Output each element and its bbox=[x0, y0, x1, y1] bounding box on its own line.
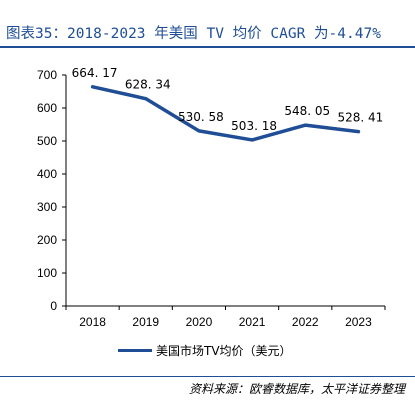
y-axis-labels: 0 100 200 300 400 500 600 700 bbox=[37, 68, 57, 313]
legend: 美国市场TV均价（美元） bbox=[118, 342, 292, 359]
y-tick-label: 200 bbox=[37, 233, 57, 247]
title-bar: 图表35：2018-2023 年美国 TV 均价 CAGR 为-4.47% bbox=[0, 0, 415, 46]
axes bbox=[62, 74, 386, 310]
y-tick-label: 300 bbox=[37, 200, 57, 214]
legend-line-swatch bbox=[118, 349, 152, 352]
y-tick-label: 0 bbox=[50, 299, 57, 313]
x-tick-label: 2021 bbox=[239, 315, 266, 329]
legend-label: 美国市场TV均价（美元） bbox=[156, 344, 292, 358]
chart-title: 图表35：2018-2023 年美国 TV 均价 CAGR 为-4.47% bbox=[6, 26, 381, 42]
source-note: 资料来源：欧睿数据库，太平洋证券整理 bbox=[188, 382, 405, 396]
x-tick-label: 2020 bbox=[186, 315, 213, 329]
y-tick-label: 700 bbox=[37, 68, 57, 82]
y-tick-label: 400 bbox=[37, 167, 57, 181]
data-label: 503. 18 bbox=[231, 119, 277, 133]
series-line bbox=[90, 85, 361, 142]
title-divider bbox=[0, 46, 415, 48]
x-tick-label: 2022 bbox=[292, 315, 319, 329]
x-axis-labels: 2018 2019 2020 2021 2022 2023 bbox=[79, 315, 372, 329]
footer-divider bbox=[0, 376, 415, 377]
series-layer bbox=[90, 85, 361, 142]
x-tick-label: 2018 bbox=[79, 315, 106, 329]
data-label: 530. 58 bbox=[178, 110, 224, 124]
data-label: 548. 05 bbox=[284, 104, 330, 118]
y-tick-label: 500 bbox=[37, 134, 57, 148]
x-tick-label: 2023 bbox=[345, 315, 372, 329]
data-label: 528. 41 bbox=[338, 111, 384, 125]
data-labels: 664. 17 628. 34 530. 58 503. 18 548. 05 528. … bbox=[72, 66, 384, 133]
y-tick-label: 600 bbox=[37, 101, 57, 115]
data-label: 664. 17 bbox=[72, 66, 118, 80]
data-label: 628. 34 bbox=[125, 78, 171, 92]
x-tick-label: 2019 bbox=[132, 315, 159, 329]
y-tick-label: 100 bbox=[37, 266, 57, 280]
